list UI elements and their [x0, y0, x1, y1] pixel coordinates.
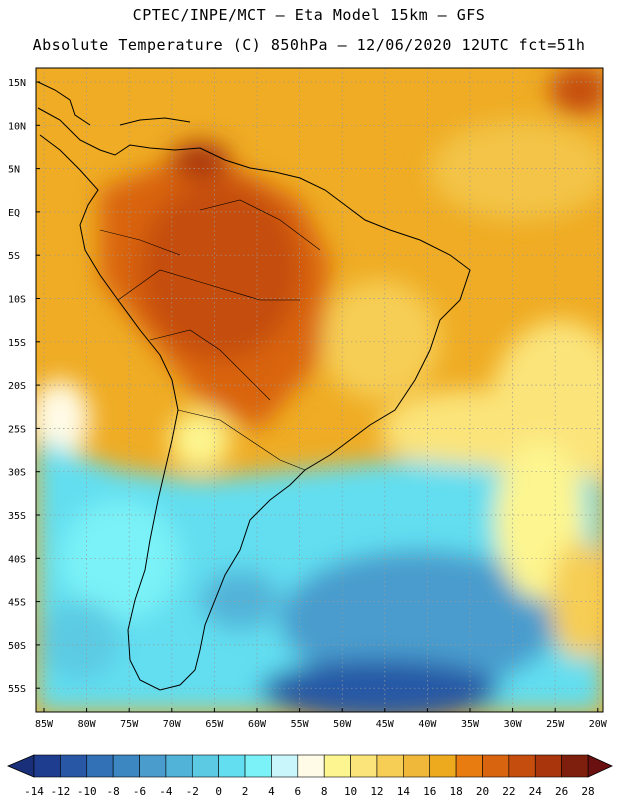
latitude-label: 5S: [8, 251, 20, 262]
temperature-field: [36, 68, 603, 712]
colorbar-label: 14: [397, 785, 411, 798]
latitude-label: 35S: [8, 511, 26, 522]
colorbar-label: 22: [502, 785, 515, 798]
colorbar-swatch: [429, 754, 457, 778]
latitude-label: 5N: [8, 165, 20, 176]
colorbar-swatch: [271, 754, 299, 778]
map-title-line-1: CPTEC/INPE/MCT – Eta Model 15km – GFS: [132, 6, 486, 24]
colorbar-label: -2: [186, 785, 199, 798]
longitude-labels: 85W 80W 75W 70W 65W 60W 55W 50W 45W 40W 35W 30W 25W 2…: [35, 708, 608, 730]
colorbar-label: 8: [321, 785, 328, 798]
colorbar-label: 6: [294, 785, 301, 798]
latitude-label: 40S: [8, 554, 26, 565]
latitude-label: 20S: [8, 381, 26, 392]
latitude-labels: 15N 10N 5N EQ 5S 10S 15S 20S 25S 30S 35S 40S 45S 50S 5…: [8, 78, 40, 695]
colorbar-right-arrow: [587, 754, 613, 778]
country-borders: [99, 199, 321, 471]
latitude-label: 45S: [8, 598, 26, 609]
longitude-label: 20W: [589, 719, 608, 730]
colorbar-label: -8: [107, 785, 120, 798]
colorbar-swatch: [139, 754, 167, 778]
colorbar-swatch: [561, 754, 589, 778]
longitude-label: 70W: [163, 719, 182, 730]
colorbar-label: 18: [449, 785, 462, 798]
colorbar-label: 16: [423, 785, 436, 798]
map-title-line-2: Absolute Temperature (C) 850hPa – 12/06/…: [32, 36, 586, 54]
colorbar-swatch: [455, 754, 483, 778]
colorbar-swatch: [508, 754, 536, 778]
lat-lon-grid: [36, 68, 603, 712]
color-bar: -14 -12 -10 -8 -6 -4 -2 0 2 4 6 8 10 12 14 16 18 20 22 24 26…: [6, 754, 613, 798]
longitude-label: 75W: [120, 719, 139, 730]
colorbar-swatch: [60, 754, 88, 778]
coastlines: [37, 81, 471, 691]
colorbar-swatch: [33, 754, 61, 778]
latitude-label: 15N: [8, 78, 26, 89]
map-frame: [35, 67, 604, 713]
colorbar-label: -4: [159, 785, 173, 798]
colorbar-swatch: [297, 754, 325, 778]
longitude-label: 80W: [78, 719, 97, 730]
latitude-label: 15S: [8, 338, 26, 349]
longitude-label: 85W: [35, 719, 54, 730]
colorbar-swatch: [112, 754, 140, 778]
longitude-label: 50W: [333, 719, 352, 730]
colorbar-swatch: [376, 754, 404, 778]
latitude-label: EQ: [8, 208, 20, 219]
colorbar-swatch: [244, 754, 272, 778]
colorbar-label: 10: [344, 785, 357, 798]
colorbar-label: -12: [50, 785, 70, 798]
colorbar-swatch: [191, 754, 219, 778]
colorbar-swatch: [165, 754, 193, 778]
colorbar-swatch: [534, 754, 562, 778]
colorbar-swatch: [323, 754, 351, 778]
longitude-label: 25W: [546, 719, 565, 730]
colorbar-label: -6: [133, 785, 146, 798]
colorbar-label: 12: [370, 785, 383, 798]
colorbar-swatch: [350, 754, 378, 778]
longitude-label: 55W: [291, 719, 310, 730]
longitude-label: 65W: [205, 719, 224, 730]
colorbar-label: -10: [77, 785, 97, 798]
latitude-label: 10N: [8, 121, 26, 132]
colorbar-swatch: [403, 754, 431, 778]
longitude-label: 35W: [461, 719, 480, 730]
colorbar-label: 26: [555, 785, 568, 798]
colorbar-swatch: [218, 754, 246, 778]
longitude-label: 60W: [248, 719, 267, 730]
longitude-label: 30W: [504, 719, 523, 730]
colorbar-swatch: [86, 754, 114, 778]
latitude-label: 30S: [8, 468, 26, 479]
latitude-label: 25S: [8, 424, 26, 435]
longitude-label: 40W: [418, 719, 437, 730]
latitude-label: 10S: [8, 295, 26, 306]
colorbar-swatch: [482, 754, 510, 778]
colorbar-label: 2: [242, 785, 249, 798]
latitude-label: 50S: [8, 641, 26, 652]
longitude-label: 45W: [376, 719, 395, 730]
colorbar-left-arrow: [6, 754, 35, 778]
colorbar-label: 28: [581, 785, 594, 798]
latitude-label: 55S: [8, 684, 26, 695]
colorbar-label: 0: [215, 785, 222, 798]
colorbar-label: 24: [529, 785, 543, 798]
colorbar-label: 4: [268, 785, 275, 798]
colorbar-label: 20: [476, 785, 489, 798]
colorbar-label: -14: [24, 785, 44, 798]
